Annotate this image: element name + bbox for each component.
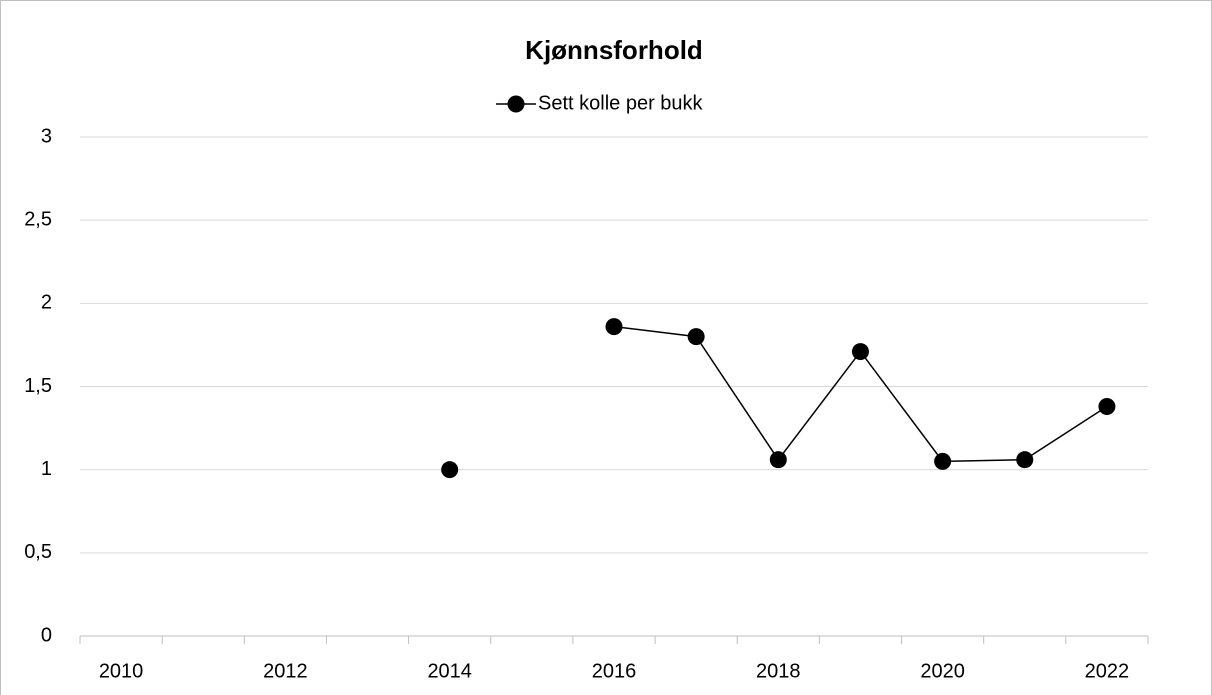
- legend-label: Sett kolle per bukk: [538, 92, 704, 114]
- x-tick-label: 2014: [427, 660, 472, 682]
- data-point: [687, 328, 705, 346]
- x-tick-label: 2012: [263, 660, 308, 682]
- y-tick-label: 2: [41, 292, 52, 314]
- data-point: [1098, 397, 1116, 415]
- data-point: [934, 452, 952, 470]
- x-tick-label: 2022: [1085, 660, 1130, 682]
- y-tick-label: 3: [41, 125, 52, 147]
- data-point: [769, 451, 787, 469]
- x-tick-label: 2018: [756, 660, 801, 682]
- y-tick-label: 1: [41, 458, 52, 480]
- data-point: [851, 343, 869, 361]
- legend-marker: [507, 95, 525, 113]
- data-point: [1016, 451, 1034, 469]
- x-tick-label: 2010: [99, 660, 144, 682]
- x-tick-label: 2020: [920, 660, 965, 682]
- data-point: [441, 461, 459, 479]
- y-tick-label: 0,5: [24, 541, 52, 563]
- data-point: [605, 318, 623, 336]
- x-tick-label: 2016: [592, 660, 637, 682]
- y-tick-label: 0: [41, 624, 52, 646]
- chart-title: Kjønnsforhold: [525, 35, 703, 65]
- y-tick-label: 2,5: [24, 208, 52, 230]
- y-tick-label: 1,5: [24, 375, 52, 397]
